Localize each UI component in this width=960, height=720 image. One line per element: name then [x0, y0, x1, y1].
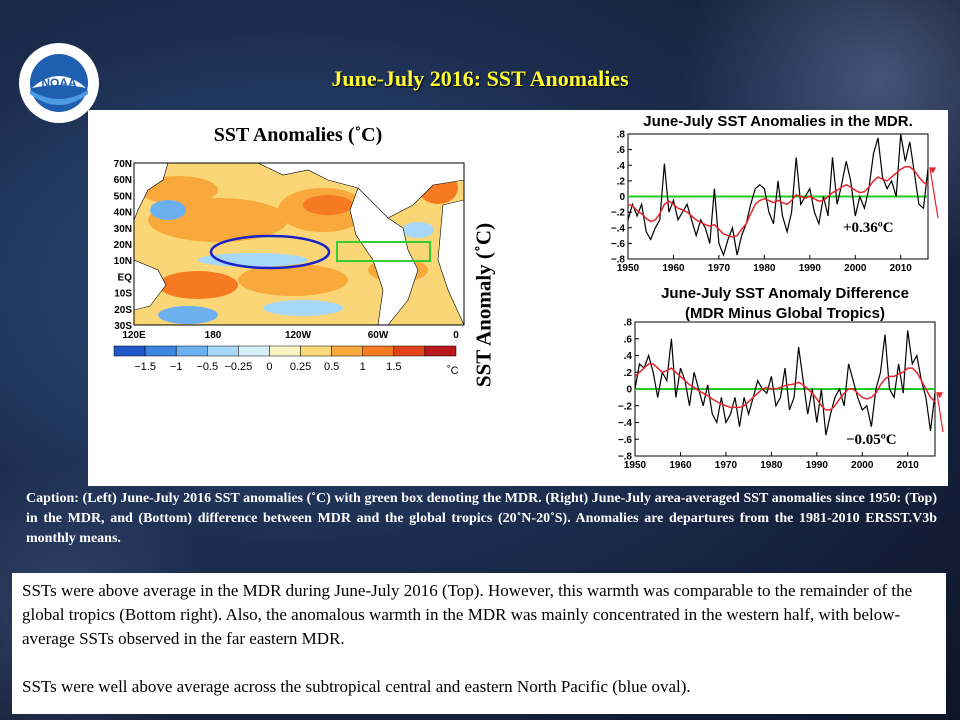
y-tick-label: .8: [617, 130, 626, 141]
colorbar-swatch: [393, 345, 426, 357]
colorbar-label: 0.5: [324, 361, 339, 373]
y-tick-label: 0: [619, 192, 625, 203]
mdr-box: [336, 241, 431, 262]
observed-series-line: [627, 133, 929, 257]
summary-paragraph-1: SSTs were above average in the MDR durin…: [22, 581, 913, 648]
colorbar-label: −0.5: [196, 361, 218, 373]
x-tick-label: 2000: [844, 263, 867, 274]
lon-label: 180: [205, 330, 222, 341]
colorbar-swatch: [113, 345, 146, 357]
colorbar-label: −1.5: [134, 361, 156, 373]
annotation-arrowhead: [936, 392, 943, 399]
figure-panel: SST Anomalies (˚C): [88, 110, 948, 486]
colorbar-unit: ˚C: [447, 365, 459, 377]
colorbar-label: 1: [360, 361, 366, 373]
summary-box: SSTs were above average in the MDR durin…: [12, 573, 946, 714]
bottom-annotation: −0.05ºC: [846, 432, 897, 448]
mdr-anomaly-chart: June-July SST Anomalies in the MDR. −.8 −.…: [611, 113, 939, 274]
y-tick-label: −.2: [618, 401, 633, 412]
colorbar-swatch: [362, 345, 395, 357]
annotation-arrow: [936, 393, 944, 433]
colorbar-swatch: [207, 345, 239, 357]
noaa-logo: NOAA: [19, 43, 99, 123]
page-title: June-July 2016: SST Anomalies: [331, 66, 629, 91]
colorbar-label: 0.25: [290, 361, 311, 373]
colorbar-label: 0: [266, 361, 272, 373]
chart-title: June-July SST Anomalies in the MDR.: [643, 113, 913, 130]
colorbar-swatch: [331, 345, 363, 357]
lat-label: 30N: [114, 224, 132, 235]
x-tick-label: 1970: [708, 263, 731, 274]
lat-label: 50N: [114, 191, 132, 202]
map-title: SST Anomalies (˚C): [213, 124, 383, 146]
colorbar-swatch: [269, 345, 301, 357]
y-tick-label: −.8: [618, 452, 633, 463]
caption: Caption: (Left) June-July 2016 SST anoma…: [26, 491, 937, 546]
lat-label: 10S: [114, 289, 132, 300]
colorbar-swatch: [424, 345, 457, 357]
lat-label: EQ: [118, 272, 133, 283]
x-tick-label: 2010: [897, 460, 920, 471]
x-tick-label: 1980: [753, 263, 776, 274]
y-tick-label: .2: [624, 368, 633, 379]
y-tick-label: 0: [626, 385, 632, 396]
y-tick-label: −.6: [611, 239, 626, 250]
colorbar: −1.5 −1 −0.5 −0.25 0 0.25 0.5 1 1.5: [113, 345, 457, 373]
x-tick-label: 1950: [624, 460, 647, 471]
x-tick-label: 2000: [851, 460, 874, 471]
sst-anomaly-map: 70N 60N 50N 40N 30N 20N 10N EQ 10S 20S 30S 120E 180…: [113, 159, 465, 377]
colorbar-label: −0.25: [224, 361, 252, 373]
lon-label: 120W: [285, 330, 312, 341]
y-tick-label: .6: [617, 145, 626, 156]
y-tick-label: .4: [624, 351, 633, 362]
lat-label: 20N: [114, 240, 132, 251]
y-tick-label: −.2: [611, 208, 626, 219]
x-tick-label: 1950: [617, 263, 640, 274]
y-tick-label: −.4: [618, 418, 633, 429]
colorbar-swatch: [175, 345, 208, 357]
y-tick-label: .2: [617, 176, 626, 187]
colorbar-label: −1: [170, 361, 183, 373]
lon-labels: 120E 180 120W 60W 0: [122, 330, 459, 341]
lat-label: 60N: [114, 175, 132, 186]
x-tick-label: 1990: [806, 460, 829, 471]
x-tick-label: 1960: [662, 263, 685, 274]
colorbar-label: 1.5: [386, 361, 401, 373]
x-tick-label: 1970: [715, 460, 738, 471]
lat-label: 10N: [114, 256, 132, 267]
mdr-difference-chart: June-July SST Anomaly Difference (MDR Min…: [618, 285, 944, 471]
x-tick-label: 1960: [669, 460, 692, 471]
x-tick-label: 2010: [890, 263, 913, 274]
colorbar-swatch: [144, 345, 177, 357]
chart-title: June-July SST Anomaly Difference: [661, 285, 909, 302]
summary-paragraph-2: SSTs were well above average across the …: [22, 677, 691, 696]
lat-label: 70N: [114, 159, 132, 170]
noaa-logo-text: NOAA: [41, 76, 77, 90]
colorbar-swatch: [300, 345, 332, 357]
lat-label: 40N: [114, 208, 132, 219]
annotation-arrowhead: [929, 167, 936, 174]
y-tick-label: .4: [617, 161, 626, 172]
y-tick-label: .6: [624, 334, 633, 345]
smoothed-series-line: [627, 166, 929, 238]
y-tick-label: −.4: [611, 223, 626, 234]
blue-oval: [209, 234, 331, 270]
lat-labels: 70N 60N 50N 40N 30N 20N 10N EQ 10S 20S 30S: [114, 159, 133, 332]
x-tick-label: 1990: [799, 263, 822, 274]
chart-title: (MDR Minus Global Tropics): [685, 305, 885, 322]
x-tick-label: 1980: [760, 460, 783, 471]
smoothed-series-line: [634, 363, 936, 411]
y-tick-label: −.8: [611, 255, 626, 266]
lon-label: 60W: [368, 330, 389, 341]
lat-label: 30S: [114, 321, 132, 332]
y-tick-label: −.6: [618, 435, 633, 446]
top-annotation: +0.36ºC: [843, 220, 894, 236]
y-tick-label: .8: [624, 318, 633, 329]
lon-label: 120E: [122, 330, 146, 341]
lon-label: 0: [453, 330, 459, 341]
lat-label: 20S: [114, 305, 132, 316]
colorbar-swatch: [238, 345, 270, 357]
annotation-arrow: [929, 168, 939, 219]
